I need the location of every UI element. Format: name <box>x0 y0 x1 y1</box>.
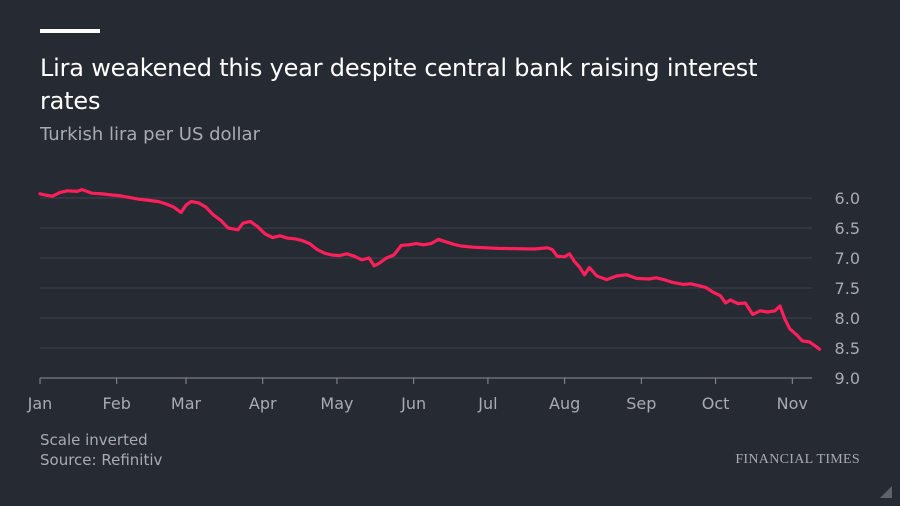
y-tick-label: 7.0 <box>835 249 860 268</box>
expand-corner-icon[interactable] <box>880 486 892 498</box>
y-tick-label: 6.0 <box>835 189 860 208</box>
y-tick-label: 8.5 <box>835 339 860 358</box>
grid-lines <box>40 197 812 379</box>
y-tick-label: 7.5 <box>835 279 860 298</box>
x-tick-label: Apr <box>249 394 277 413</box>
series-line <box>38 188 822 351</box>
source-note: Source: Refinitiv <box>40 451 163 469</box>
y-tick-label: 8.0 <box>835 309 860 328</box>
x-tick-label: Jan <box>27 394 53 413</box>
x-tick-label: May <box>320 394 353 413</box>
y-tick-label: 6.5 <box>835 219 860 238</box>
chart-notes: Scale inverted Source: Refinitiv <box>40 430 162 470</box>
x-tick-label: Mar <box>171 394 202 413</box>
header-accent-bar <box>40 29 100 33</box>
brand-logo: FINANCIAL TIMES <box>735 452 860 467</box>
scale-note: Scale inverted <box>40 431 148 449</box>
series-layer <box>38 188 822 351</box>
x-axis: Jan Feb Mar Apr May Jun Jul Aug Sep Oct Nov <box>27 378 808 413</box>
x-tick-label: Jul <box>477 394 497 413</box>
x-tick-label: Jun <box>400 394 426 413</box>
y-tick-label: 9.0 <box>835 369 860 388</box>
x-tick-label: Aug <box>549 394 580 413</box>
y-axis: 6.0 6.5 7.0 7.5 8.0 8.5 9.0 <box>835 189 860 388</box>
x-tick-label: Oct <box>702 394 730 413</box>
chart-title: Lira weakened this year despite central … <box>40 54 758 115</box>
chart-subtitle: Turkish lira per US dollar <box>40 124 260 145</box>
x-tick-label: Nov <box>777 394 808 413</box>
x-tick-label: Sep <box>626 394 656 413</box>
x-tick-label: Feb <box>103 394 131 413</box>
